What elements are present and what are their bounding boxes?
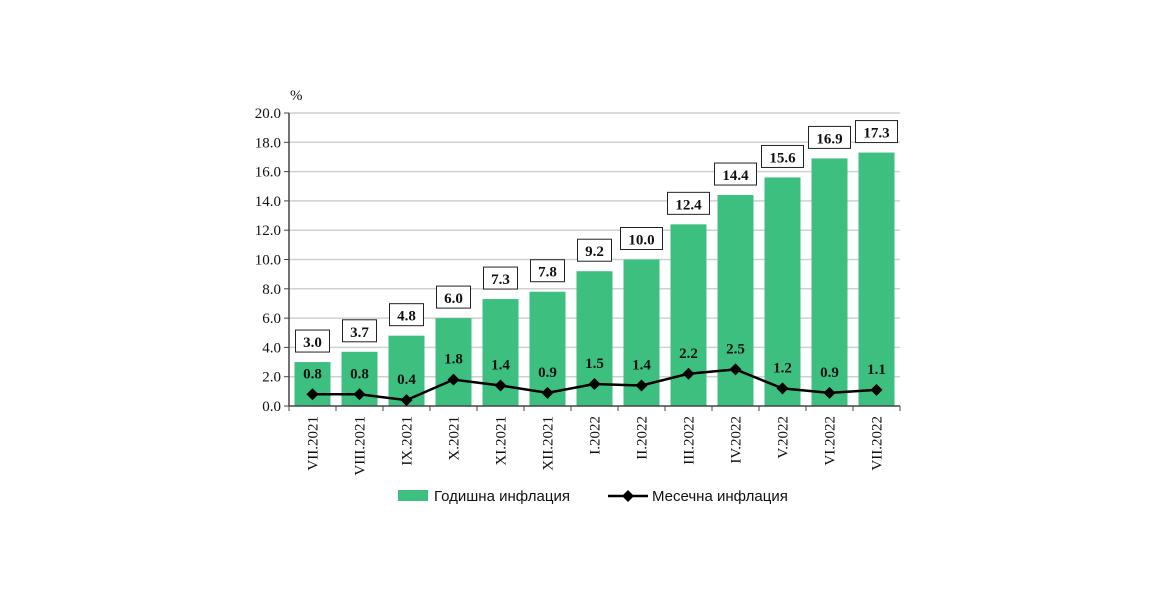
line-marker [306, 388, 319, 401]
legend-bar-swatch [398, 490, 428, 501]
bar-label-box [295, 329, 330, 353]
line-marker [635, 379, 648, 392]
line-marker [682, 367, 695, 380]
y-tick-label: 2.0 [262, 370, 281, 386]
bar-label-box [530, 259, 565, 283]
line-label: 0.9 [538, 365, 557, 381]
bar-label-box [855, 120, 898, 144]
bar-label-box [389, 303, 424, 327]
line-label: 0.8 [350, 366, 369, 382]
bar-label-box [667, 191, 710, 215]
line-label: 2.2 [679, 346, 698, 362]
bar-label-box [436, 285, 471, 309]
bar-label-box [483, 266, 518, 290]
x-tick-label: VI.2022 [823, 416, 839, 466]
bar-label: 14.4 [722, 168, 749, 184]
line-marker [353, 388, 366, 401]
bar-label-box [714, 162, 757, 186]
bar [811, 158, 848, 406]
x-tick-label: IX.2021 [400, 416, 416, 466]
bar-label: 3.0 [303, 335, 322, 351]
y-tick-label: 8.0 [262, 282, 281, 298]
x-tick-label: III.2022 [682, 416, 698, 465]
line-marker [447, 373, 460, 386]
x-tick-label: VII.2022 [870, 416, 886, 471]
bar-label-box [761, 144, 804, 168]
line-marker [541, 386, 554, 399]
legend-label: Годишна инфлация [434, 488, 570, 505]
line-marker [588, 378, 601, 391]
bar-label: 12.4 [675, 197, 702, 213]
bar-label-box [577, 238, 612, 262]
x-tick-label: VII.2021 [306, 416, 322, 471]
bar-label: 7.8 [538, 265, 557, 281]
x-tick-label: IV.2022 [729, 416, 745, 464]
bar [435, 318, 472, 406]
bar [858, 152, 895, 406]
x-tick-label: VIII.2021 [353, 416, 369, 476]
bar-label: 17.3 [863, 126, 889, 142]
legend-label: Месечна инфлация [652, 488, 788, 505]
x-tick-label: V.2022 [776, 416, 792, 459]
line-marker [776, 382, 789, 395]
x-tick-label: II.2022 [635, 416, 651, 460]
line-label: 0.8 [303, 366, 322, 382]
y-tick-label: 20.0 [255, 106, 281, 122]
bar-label-box [342, 319, 377, 343]
line-marker [729, 363, 742, 376]
line-label: 1.4 [491, 357, 510, 373]
line-marker [870, 383, 883, 396]
bar-label: 7.3 [491, 272, 510, 288]
x-tick-label: X.2021 [447, 416, 463, 461]
bar-label-box [808, 125, 851, 149]
bar-label: 9.2 [585, 244, 604, 260]
line-label: 0.9 [820, 365, 839, 381]
bar-label: 4.8 [397, 309, 416, 325]
line-label: 0.4 [397, 372, 416, 388]
line-label: 1.4 [632, 357, 651, 373]
bar-label: 3.7 [350, 325, 369, 341]
y-tick-label: 6.0 [262, 311, 281, 327]
y-axis-unit: % [290, 88, 303, 104]
line-marker [494, 379, 507, 392]
line-label: 1.2 [773, 360, 792, 376]
line-marker [400, 394, 413, 407]
line-label: 1.1 [867, 362, 886, 378]
line-label: 2.5 [726, 341, 745, 357]
line-marker [823, 386, 836, 399]
bar-label: 15.6 [769, 150, 796, 166]
legend-marker [622, 490, 634, 502]
bar-label: 6.0 [444, 291, 463, 307]
y-tick-label: 0.0 [262, 399, 281, 415]
bar-label: 16.9 [816, 131, 842, 147]
y-tick-label: 18.0 [255, 135, 281, 151]
y-tick-label: 12.0 [255, 223, 281, 239]
line-label: 1.5 [585, 356, 604, 372]
y-tick-label: 16.0 [255, 165, 281, 181]
x-tick-label: I.2022 [588, 416, 604, 455]
y-tick-label: 14.0 [255, 194, 281, 210]
bar [764, 177, 801, 406]
x-tick-label: XI.2021 [494, 416, 510, 466]
x-tick-label: XII.2021 [541, 416, 557, 471]
y-tick-label: 4.0 [262, 340, 281, 356]
bar-label-box [620, 227, 663, 250]
line-label: 1.8 [444, 352, 463, 368]
bar-label: 10.0 [628, 233, 654, 249]
y-tick-label: 10.0 [255, 253, 281, 269]
